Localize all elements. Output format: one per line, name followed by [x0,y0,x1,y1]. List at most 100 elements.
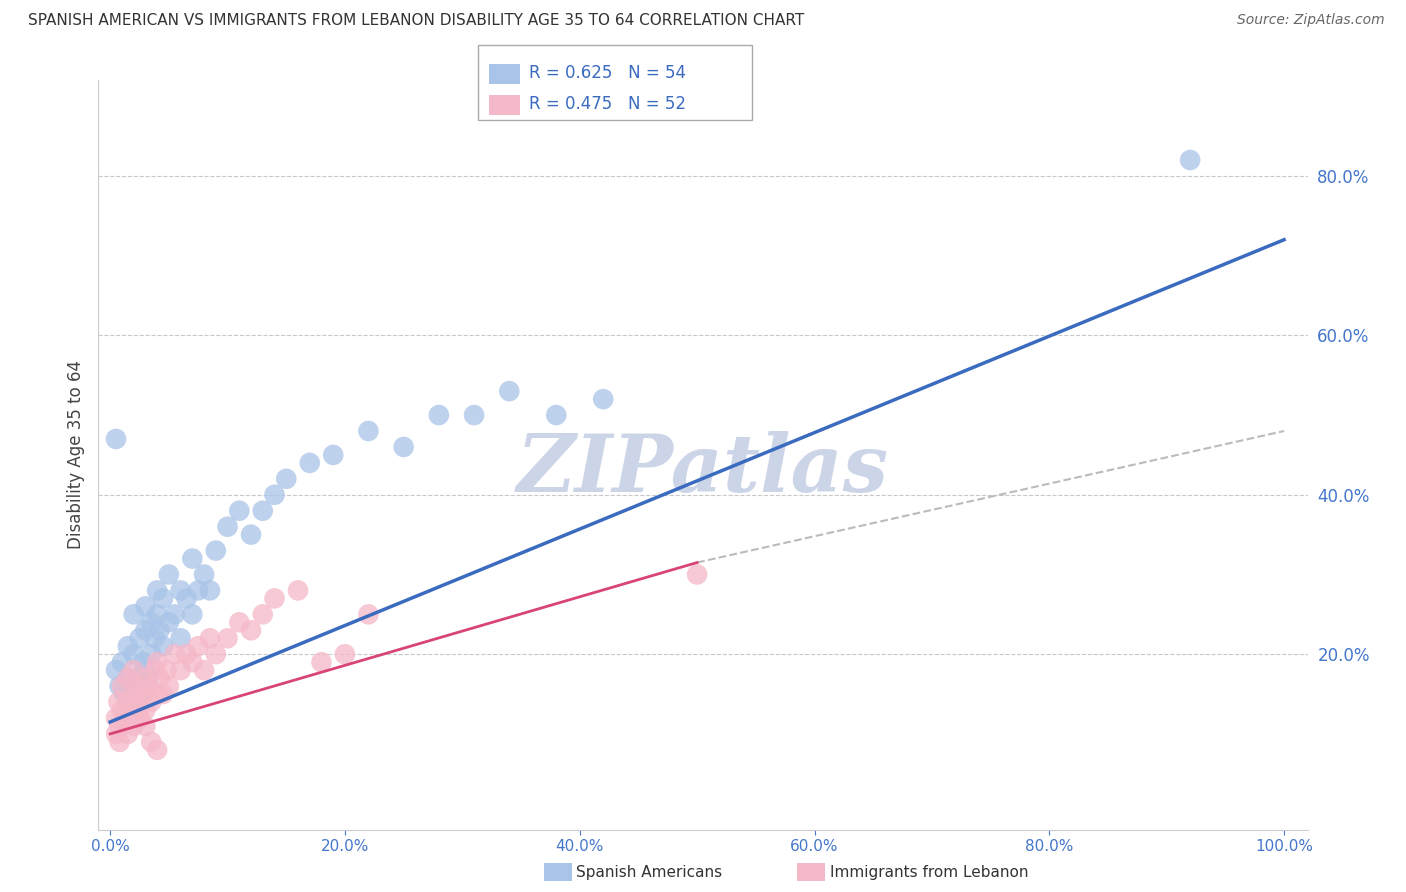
Point [157,567,180,582]
Point [111,703,134,717]
Point [134,671,156,685]
Point [141,647,163,661]
Point [228,504,250,518]
Point [176,591,198,606]
Point [122,647,145,661]
Point [187,639,209,653]
Text: R = 0.625   N = 54: R = 0.625 N = 54 [529,64,686,82]
Point [592,392,614,406]
Point [107,695,129,709]
Point [132,687,155,701]
Point [146,583,169,598]
Point [163,647,186,661]
Point [120,703,142,717]
Point [122,607,145,622]
Point [141,695,163,709]
Point [322,448,344,462]
Point [357,607,380,622]
Point [128,711,150,725]
Point [176,647,198,661]
Point [112,711,135,725]
Point [108,719,131,733]
Text: R = 0.475   N = 52: R = 0.475 N = 52 [529,95,686,113]
Point [169,663,191,677]
Point [108,735,131,749]
Point [141,615,163,630]
Point [128,711,150,725]
Point [217,519,239,533]
Point [117,671,139,685]
Point [463,408,485,422]
Point [120,679,142,693]
Point [263,488,285,502]
Point [198,632,221,646]
Text: Spanish Americans: Spanish Americans [576,865,723,880]
Point [204,647,226,661]
Point [498,384,520,399]
Point [117,639,139,653]
Point [252,607,274,622]
Point [134,703,156,717]
Y-axis label: Disability Age 35 to 64: Disability Age 35 to 64 [66,360,84,549]
Point [152,687,174,701]
Point [392,440,415,454]
Point [111,679,134,693]
Point [169,632,191,646]
Point [217,632,239,646]
Point [134,663,156,677]
Point [134,624,156,638]
Point [686,567,709,582]
Point [117,727,139,741]
Point [152,639,174,653]
Point [263,591,285,606]
Point [157,615,180,630]
Point [427,408,450,422]
Text: Source: ZipAtlas.com: Source: ZipAtlas.com [1237,13,1385,28]
Text: ZIPatlas: ZIPatlas [517,431,889,508]
Point [125,695,148,709]
Point [148,624,170,638]
Point [228,615,250,630]
Point [181,607,204,622]
Point [105,432,128,446]
Point [193,567,215,582]
Point [148,671,170,685]
Point [311,655,333,669]
Point [298,456,321,470]
Point [105,711,128,725]
Point [1180,153,1202,167]
Point [240,527,263,541]
Point [128,679,150,693]
Point [155,663,177,677]
Point [287,583,309,598]
Point [146,607,169,622]
Point [134,599,156,614]
Point [117,695,139,709]
Point [128,695,150,709]
Point [122,719,145,733]
Point [105,727,128,741]
Point [125,671,148,685]
Text: SPANISH AMERICAN VS IMMIGRANTS FROM LEBANON DISABILITY AGE 35 TO 64 CORRELATION : SPANISH AMERICAN VS IMMIGRANTS FROM LEBA… [28,13,804,29]
Point [117,671,139,685]
Point [134,719,156,733]
Point [122,687,145,701]
Point [193,663,215,677]
Point [141,735,163,749]
Point [146,687,169,701]
Point [143,663,166,677]
Point [333,647,356,661]
Point [276,472,298,486]
Point [252,504,274,518]
Point [112,687,135,701]
Point [546,408,568,422]
Point [128,632,150,646]
Point [122,663,145,677]
Point [143,632,166,646]
Point [181,551,204,566]
Point [136,671,159,685]
Point [108,679,131,693]
Point [169,583,191,598]
Point [105,663,128,677]
Point [152,591,174,606]
